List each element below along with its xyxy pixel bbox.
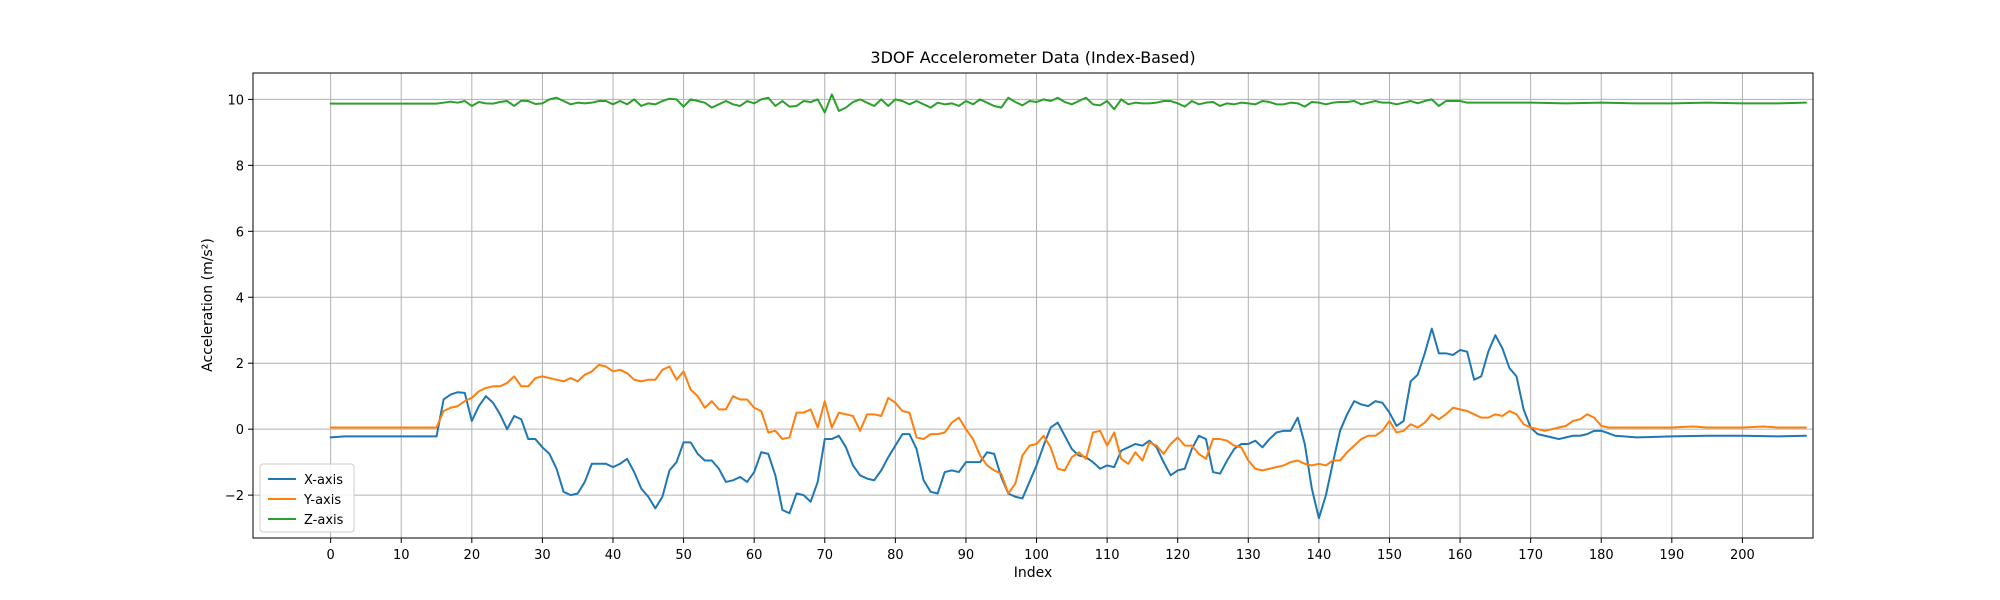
y-tick-label: 0 — [236, 423, 244, 438]
y-tick-label: 10 — [227, 93, 244, 108]
x-tick-label: 0 — [327, 548, 335, 563]
y-tick-label: −2 — [225, 489, 244, 504]
series-line-y-axis — [329, 363, 1807, 495]
x-tick-label: 110 — [1095, 548, 1120, 563]
y-tick-label: 2 — [236, 357, 244, 372]
y-axis-label: Acceleration (m/s²) — [200, 238, 216, 372]
grid-layer — [253, 73, 1813, 538]
x-tick-label: 200 — [1730, 548, 1755, 563]
x-tick-label: 30 — [534, 548, 551, 563]
x-tick-label: 100 — [1024, 548, 1049, 563]
legend-box — [259, 463, 355, 533]
x-tick-label: 90 — [958, 548, 975, 563]
x-tick-label: 10 — [393, 548, 410, 563]
y-tick-label: 4 — [236, 291, 244, 306]
x-tick-label: 170 — [1518, 548, 1543, 563]
x-tick-label: 60 — [746, 548, 763, 563]
x-tick-label: 140 — [1306, 548, 1331, 563]
x-axis-label: Index — [1014, 565, 1053, 581]
legend-label-z-axis: Z-axis — [304, 513, 344, 528]
x-tick-label: 40 — [605, 548, 622, 563]
legend-label-x-axis: X-axis — [304, 473, 343, 488]
x-tick-label: 160 — [1448, 548, 1473, 563]
legend-label-y-axis: Y-axis — [303, 493, 341, 508]
x-tick-label: 130 — [1236, 548, 1261, 563]
legend: X-axis Y-axis Z-axis — [259, 463, 355, 533]
series-line-x-axis — [329, 327, 1807, 520]
x-tick-label: 120 — [1165, 548, 1190, 563]
x-tick-label: 190 — [1659, 548, 1684, 563]
y-tick-label: 6 — [236, 225, 244, 240]
x-tick-label: 50 — [675, 548, 692, 563]
chart-title: 3DOF Accelerometer Data (Index-Based) — [870, 48, 1195, 67]
tick-layer: 0 10 20 30 40 50 60 70 80 90 100 110 120 130 140 150 160… — [225, 93, 1755, 563]
x-tick-label: 150 — [1377, 548, 1402, 563]
x-tick-label: 20 — [464, 548, 481, 563]
x-tick-label: 70 — [816, 548, 833, 563]
x-tick-label: 80 — [887, 548, 904, 563]
series-layer — [329, 93, 1807, 520]
plot-frame — [252, 72, 1814, 539]
series-line-z-axis — [329, 93, 1807, 114]
x-tick-label: 180 — [1589, 548, 1614, 563]
y-tick-label: 8 — [236, 159, 244, 174]
